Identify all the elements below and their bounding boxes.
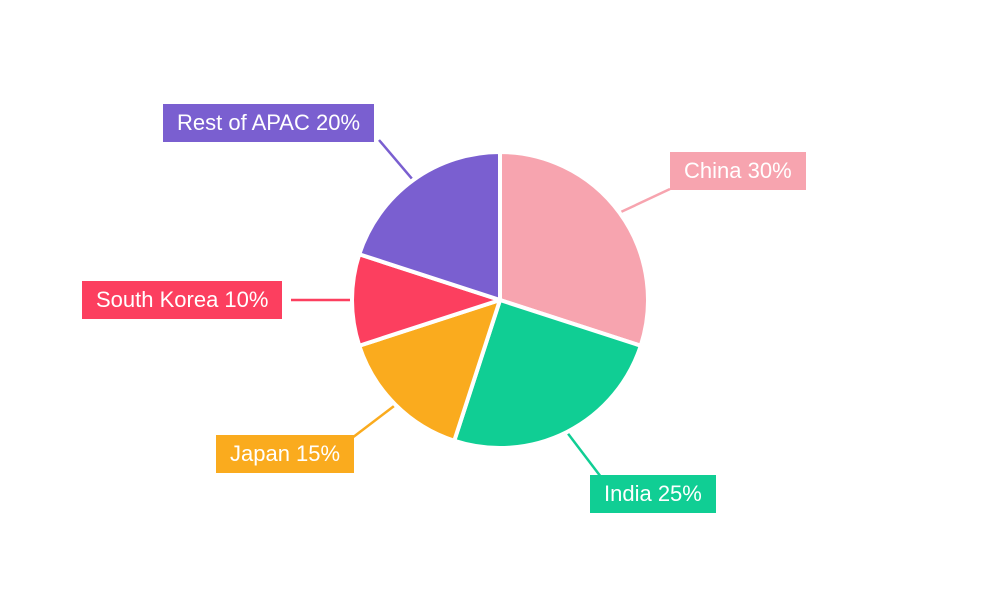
leader-line-china [620, 187, 671, 213]
leader-line-rest-of-apac [378, 139, 413, 180]
callout-label-japan: Japan 15% [216, 435, 355, 473]
pie-slice-china[interactable] [498, 150, 650, 348]
leader-line-japan [351, 405, 395, 439]
leader-line-india [567, 432, 602, 478]
callout-label-china: China 30% [670, 152, 806, 190]
pie-slice-rest-of-apac[interactable] [357, 150, 502, 302]
pie-slice-india[interactable] [452, 298, 643, 450]
callout-label-south-korea: South Korea 10% [82, 281, 283, 319]
callout-label-rest-of-apac: Rest of APAC 20% [163, 104, 375, 142]
callout-label-india: India 25% [590, 475, 716, 513]
pie-slice-south-korea[interactable] [349, 252, 502, 348]
